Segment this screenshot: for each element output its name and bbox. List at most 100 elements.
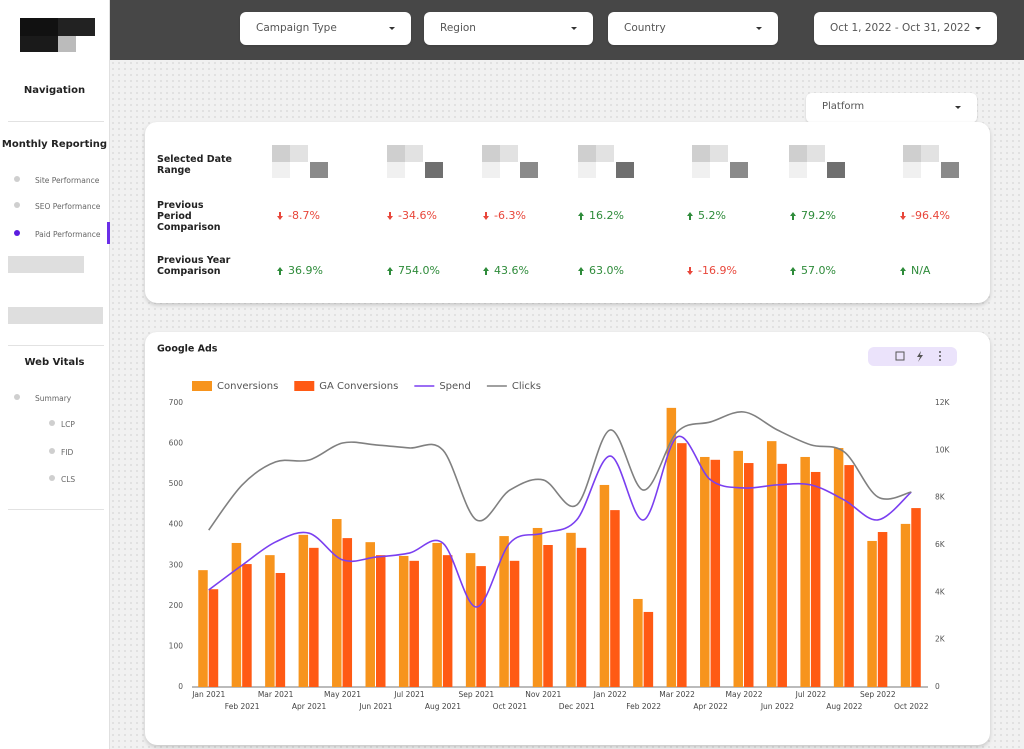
line xyxy=(208,435,912,608)
logo xyxy=(20,18,95,52)
comparison-value: 43.6% xyxy=(482,264,529,277)
y-tick-label: 100 xyxy=(169,641,184,650)
redacted-value xyxy=(692,145,710,162)
redacted-value xyxy=(405,145,423,162)
filter-label: Campaign Type xyxy=(256,22,337,34)
platform-dropdown[interactable]: Platform xyxy=(806,93,977,123)
filter-dropdown[interactable]: Country xyxy=(608,12,778,45)
nav-subitem[interactable]: CLS xyxy=(61,475,76,484)
redacted-value xyxy=(616,162,634,178)
trend-arrow xyxy=(687,211,693,220)
x-tick-label: Apr 2021 xyxy=(292,702,327,711)
nav-title: Navigation xyxy=(23,85,86,96)
redacted-value xyxy=(807,145,825,162)
nav-subitem[interactable]: FID xyxy=(61,448,74,457)
comparison-value: -34.6% xyxy=(386,209,437,222)
trend-arrow xyxy=(483,266,489,275)
filter-label: Country xyxy=(624,22,666,34)
x-tick-label: Aug 2021 xyxy=(425,702,461,711)
chart-title: Google Ads xyxy=(157,344,218,355)
comparison-value: 16.2% xyxy=(577,209,624,222)
bar xyxy=(800,456,810,687)
bar xyxy=(342,538,353,687)
x-tick-label: Feb 2021 xyxy=(225,702,260,711)
redacted-value xyxy=(272,145,290,162)
bullet xyxy=(14,202,20,208)
filter-dropdown[interactable]: Region xyxy=(424,12,593,45)
nav-item[interactable]: SEO Performance xyxy=(35,202,101,211)
redacted-item xyxy=(8,307,103,324)
section-title: Web Vitals xyxy=(24,357,85,368)
bar xyxy=(208,589,219,687)
x-tick-label: Jan 2022 xyxy=(593,690,627,699)
bar xyxy=(332,519,342,687)
comparison-text: 5.2% xyxy=(698,209,726,222)
bullet xyxy=(49,420,55,426)
bar xyxy=(666,407,677,687)
nav-item[interactable]: Site Performance xyxy=(35,176,100,185)
nav-subitem[interactable]: LCP xyxy=(61,420,75,429)
trend-arrow xyxy=(687,266,693,275)
bar xyxy=(376,555,386,687)
comparison-value: 5.2% xyxy=(686,209,726,222)
x-tick-label: May 2022 xyxy=(726,690,763,699)
redacted-value xyxy=(827,162,845,178)
comparison-text: -6.3% xyxy=(494,209,526,222)
bar xyxy=(499,536,509,687)
legend-label: Clicks xyxy=(512,381,541,392)
active-indicator xyxy=(107,222,110,244)
trend-arrow xyxy=(790,211,796,220)
bar xyxy=(532,527,543,687)
filter-dropdown[interactable]: Campaign Type xyxy=(240,12,411,45)
y2-tick-label: 8K xyxy=(935,493,946,502)
bar xyxy=(777,463,787,687)
bar xyxy=(576,547,587,687)
nav-item[interactable]: Summary xyxy=(35,394,72,403)
x-tick-label: Apr 2022 xyxy=(693,702,728,711)
comparison-value: N/A xyxy=(899,264,930,277)
trend-arrow xyxy=(387,211,393,220)
y2-tick-label: 12K xyxy=(935,398,951,407)
comparison-text: 79.2% xyxy=(801,209,836,222)
redacted-value xyxy=(425,162,443,178)
row-label: Previous Year Comparison xyxy=(157,255,231,277)
caret xyxy=(756,27,762,30)
chart-toolbar[interactable] xyxy=(868,347,957,366)
bar xyxy=(733,450,743,687)
legend-label: Spend xyxy=(439,381,471,392)
comparison-text: N/A xyxy=(911,264,931,277)
filter-label: Oct 1, 2022 - Oct 31, 2022 xyxy=(830,22,971,34)
bar xyxy=(509,560,520,687)
x-tick-label: Sep 2022 xyxy=(860,690,896,699)
filter-dropdown[interactable]: Oct 1, 2022 - Oct 31, 2022 xyxy=(814,12,997,45)
redacted-value xyxy=(941,162,959,178)
bar xyxy=(398,555,409,687)
comparison-text: 16.2% xyxy=(589,209,624,222)
bar xyxy=(911,508,921,687)
bar xyxy=(409,560,419,687)
x-tick-label: Sep 2021 xyxy=(459,690,495,699)
comparison-value: 754.0% xyxy=(386,264,440,277)
y-tick-label: 700 xyxy=(169,398,184,407)
comparison-value: -16.9% xyxy=(686,264,737,277)
y-tick-label: 600 xyxy=(169,439,184,448)
comparison-text: 754.0% xyxy=(398,264,440,277)
bullet xyxy=(49,448,55,454)
bar xyxy=(744,463,754,687)
comparison-text: 57.0% xyxy=(801,264,836,277)
bar xyxy=(867,540,877,687)
nav-item-active[interactable]: Paid Performance xyxy=(35,230,101,239)
redacted-value xyxy=(578,145,596,162)
redacted-value xyxy=(500,145,518,162)
bar xyxy=(766,441,777,687)
x-tick-label: Feb 2022 xyxy=(626,702,661,711)
bar xyxy=(432,542,442,687)
line xyxy=(208,411,912,531)
bar xyxy=(543,545,553,687)
y2-tick-label: 10K xyxy=(935,445,951,454)
bullet xyxy=(49,475,55,481)
caret xyxy=(571,27,577,30)
x-tick-label: Mar 2022 xyxy=(659,690,695,699)
bar xyxy=(476,566,486,687)
legend-label: Conversions xyxy=(217,381,278,392)
